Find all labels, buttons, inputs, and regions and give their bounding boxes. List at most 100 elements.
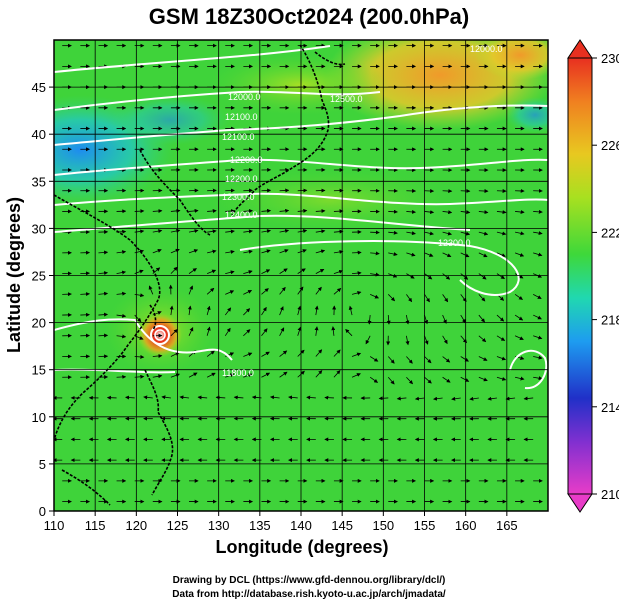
wind-vector xyxy=(478,314,485,323)
wind-vector xyxy=(206,372,216,378)
wind-vector xyxy=(243,308,251,316)
wind-vector xyxy=(314,305,319,316)
contour-label: 12300.0 xyxy=(438,238,471,248)
colorbar-tick-label: 222 xyxy=(601,225,619,240)
wind-vector xyxy=(315,286,322,295)
wind-vector xyxy=(496,314,505,322)
wind-vector xyxy=(179,395,190,400)
wind-vector xyxy=(224,327,231,337)
coastlines xyxy=(54,44,346,506)
colorbar-tick-label: 226 xyxy=(601,138,619,153)
wind-vector xyxy=(406,252,416,257)
wind-vector xyxy=(148,285,154,295)
wind-vector xyxy=(279,208,290,213)
cool-region-east xyxy=(505,97,548,133)
contour-label: 12100.0 xyxy=(222,132,255,142)
wind-vector xyxy=(333,370,341,378)
wind-vector xyxy=(279,268,288,274)
wind-vector xyxy=(370,272,380,277)
wind-vector xyxy=(116,291,127,296)
wind-vector xyxy=(433,396,443,401)
wind-vector xyxy=(387,356,395,364)
wind-vector xyxy=(348,305,353,316)
wind-vector xyxy=(514,252,525,257)
x-tick-label: 150 xyxy=(372,518,394,533)
wind-vector xyxy=(288,395,298,400)
wind-vector xyxy=(143,395,153,400)
wind-vector xyxy=(442,231,452,236)
wind-vector xyxy=(261,249,271,254)
wind-vector xyxy=(170,328,178,337)
wind-vector xyxy=(424,335,429,345)
wind-vector xyxy=(478,252,488,258)
wind-vector xyxy=(261,351,270,357)
colorbar: 210 214 218 222 226 230 xyxy=(567,39,619,513)
wind-vector xyxy=(152,353,163,358)
x-axis-label: Longitude (degrees) xyxy=(215,537,388,557)
wind-vector xyxy=(442,273,451,280)
wind-vector xyxy=(152,267,161,274)
wind-vector xyxy=(206,269,217,274)
contour-line xyxy=(54,104,548,146)
wind-vector xyxy=(460,231,471,236)
wind-vector xyxy=(424,231,434,236)
x-tick-label: 125 xyxy=(167,518,189,533)
wind-vector xyxy=(406,273,415,279)
wind-vector xyxy=(406,356,413,364)
wind-vector xyxy=(369,376,379,383)
wind-vector xyxy=(187,305,192,316)
wind-vector xyxy=(487,396,498,401)
contour-label: 12000.0 xyxy=(470,44,503,54)
wind-vector xyxy=(442,252,452,258)
wind-vector xyxy=(243,329,251,337)
wind-vector xyxy=(387,294,396,302)
map-area: 12000.0 12000.0 12100.0 12100.0 12200.0 … xyxy=(54,40,548,511)
wind-vector xyxy=(406,209,417,214)
wind-vector xyxy=(523,396,534,401)
wind-vector xyxy=(116,270,127,275)
wind-vector xyxy=(297,305,302,316)
wind-vector xyxy=(261,229,271,234)
wind-vector xyxy=(225,352,235,357)
x-tick-label: 155 xyxy=(414,518,436,533)
y-tick-label: 40 xyxy=(32,127,46,142)
wind-vector xyxy=(279,229,290,233)
contour-line xyxy=(54,45,331,73)
wind-vector xyxy=(206,350,215,357)
x-tick-label: 110 xyxy=(44,518,65,533)
wind-vector xyxy=(243,270,253,275)
contour-label: 12000.0 xyxy=(228,92,261,102)
y-tick-label: 5 xyxy=(39,457,46,472)
wind-vector xyxy=(424,294,430,303)
wind-vector xyxy=(333,269,344,274)
philippines-coastline xyxy=(144,369,174,496)
wind-vector xyxy=(98,271,109,276)
colorbar-tick-label: 218 xyxy=(601,313,619,328)
wind-vector xyxy=(351,373,361,378)
wind-vector xyxy=(297,208,308,213)
wind-vector xyxy=(225,209,235,214)
wind-vector xyxy=(460,273,469,280)
colorbar-ticks: 210 214 218 222 226 230 xyxy=(592,51,619,502)
wind-vector xyxy=(365,335,371,345)
wind-vector xyxy=(496,335,506,341)
wind-vector xyxy=(261,208,272,213)
wind-vector xyxy=(207,229,217,234)
y-axis-label: Latitude (degrees) xyxy=(4,197,24,353)
contour-label: 12300.0 xyxy=(222,192,255,202)
wind-vector xyxy=(261,328,268,337)
wind-vector xyxy=(515,209,525,214)
wind-vector xyxy=(533,314,542,320)
wind-vector xyxy=(514,294,523,300)
contour-label: 12400.0 xyxy=(225,210,258,220)
typhoon-contour xyxy=(150,325,170,345)
wind-vector xyxy=(243,249,253,254)
wind-vector xyxy=(243,373,253,378)
y-tick-label: 30 xyxy=(32,221,46,236)
wind-vector xyxy=(406,376,414,385)
wind-vector xyxy=(98,312,109,317)
wind-vector xyxy=(279,350,288,357)
y-tick-label: 0 xyxy=(39,504,46,519)
wind-vector xyxy=(188,327,194,336)
wind-vector xyxy=(225,229,235,234)
